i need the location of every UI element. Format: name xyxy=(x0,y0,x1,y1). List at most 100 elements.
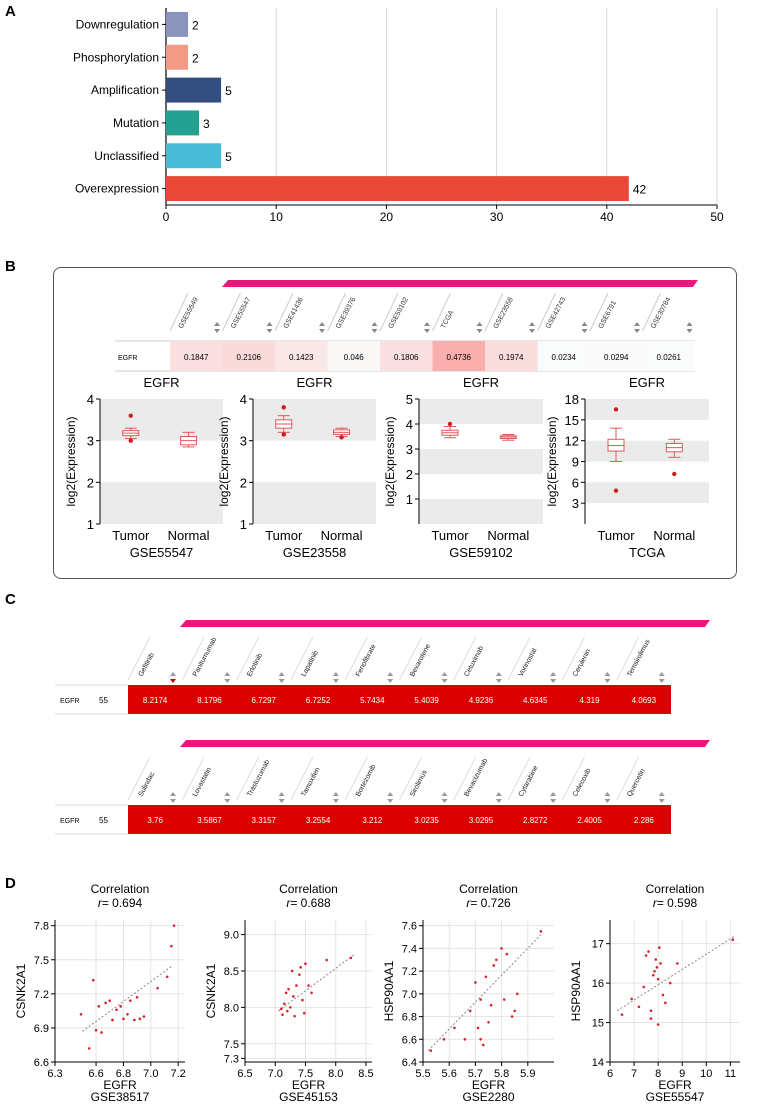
scatter-point xyxy=(479,1037,482,1041)
x-category-label: Tumor xyxy=(431,528,469,543)
sort-up-icon xyxy=(424,322,430,326)
y-tick-label: 7.2 xyxy=(34,989,49,1001)
x-tick-label: 7.0 xyxy=(268,1068,283,1080)
scatter-point xyxy=(286,1009,289,1013)
plot-title: Correlation xyxy=(279,882,338,896)
bar-value-label: 42 xyxy=(633,183,647,197)
y-tick-label: 8.0 xyxy=(224,1002,239,1014)
x-tick-label: 7.0 xyxy=(143,1068,158,1080)
scatter-point xyxy=(299,966,302,969)
heat-cell xyxy=(642,341,695,371)
sort-down-icon xyxy=(371,329,378,333)
grid-band xyxy=(585,482,709,504)
drug-name-label: Vorinostat xyxy=(518,647,539,678)
drug-score-value: 3.0235 xyxy=(414,816,439,825)
x-tick-label: 5.8 xyxy=(494,1068,509,1080)
dataset-label: GSE38517 xyxy=(91,1090,150,1103)
drug-name-label: Bevacizumab xyxy=(463,757,489,797)
column-divider xyxy=(616,756,640,801)
column-divider xyxy=(453,636,477,681)
scatter-point xyxy=(539,930,543,933)
r-value: = 0.688 xyxy=(290,896,331,910)
heat-value: 0.2106 xyxy=(237,353,262,362)
heat-value: 0.046 xyxy=(344,353,365,362)
sort-up-icon xyxy=(604,792,611,796)
column-divider xyxy=(507,636,531,681)
drug-name-label: Cetuximab xyxy=(463,645,485,678)
scatter-point xyxy=(502,998,506,1001)
scatter-point xyxy=(659,962,662,965)
drug-score-value: 5.4039 xyxy=(414,696,439,705)
scatter-point xyxy=(295,984,298,987)
y-tick-label: 7.0 xyxy=(402,989,417,1001)
x-tick-label: 5.5 xyxy=(415,1068,430,1080)
sort-up-icon xyxy=(634,322,640,326)
y-tick-label: 1 xyxy=(240,517,247,532)
sort-up-icon xyxy=(319,322,325,326)
scatter-point xyxy=(442,1037,446,1041)
scatter-point xyxy=(293,1014,296,1018)
r-symbol: r xyxy=(653,896,658,910)
sort-up-icon xyxy=(387,792,394,796)
y-tick-label: 6.8 xyxy=(402,1012,417,1024)
dataset-label: GSE59102 xyxy=(449,545,513,560)
drug-name-label: Cerulenin xyxy=(572,648,592,678)
dataset-label: GSE23558 xyxy=(283,545,347,560)
heat-value: 0.0294 xyxy=(604,353,629,362)
correlation-label: r= 0.694 xyxy=(98,896,143,910)
sort-up-icon xyxy=(658,672,665,676)
count-label: 55 xyxy=(99,816,108,825)
sort-down-icon xyxy=(495,679,502,683)
y-tick-label: 7.3 xyxy=(224,1053,239,1065)
y-tick-label: 6 xyxy=(572,475,579,490)
sort-down-icon xyxy=(387,679,394,683)
drug-score-value: 3.212 xyxy=(362,816,383,825)
column-label: GSE41436 xyxy=(283,296,305,330)
column-divider xyxy=(399,636,422,681)
y-tick-label: 7.8 xyxy=(34,921,49,933)
x-tick-label: 6.5 xyxy=(237,1068,252,1080)
sort-down-icon xyxy=(214,329,220,333)
panel-b-heatmap: EGFR 0.1847 GSE55549 0.2106 GSE55547 0.1423 GS… xyxy=(115,280,698,372)
y-tick-label: 6.6 xyxy=(402,1034,417,1046)
scatter-point xyxy=(653,969,656,973)
scatter-point xyxy=(287,987,290,991)
x-tick-label: 6 xyxy=(607,1068,613,1080)
y-tick-label: 9 xyxy=(572,455,579,470)
category-label: Phosphorylation xyxy=(73,50,159,64)
grid-band xyxy=(585,399,709,420)
y-tick-label: 7.4 xyxy=(402,943,417,955)
scatter-point xyxy=(304,962,307,965)
category-label: Downregulation xyxy=(76,17,159,31)
heat-cell xyxy=(275,341,328,371)
x-category-label: Tumor xyxy=(597,528,635,543)
scatter-point xyxy=(172,924,176,927)
bar xyxy=(166,110,200,136)
x-tick-label: 7.2 xyxy=(171,1068,186,1080)
column-divider xyxy=(484,292,504,332)
sort-up-icon xyxy=(476,322,483,326)
panel-label-a: A xyxy=(5,3,16,20)
sort-up-icon xyxy=(529,322,535,326)
grid-band xyxy=(419,499,543,524)
sort-up-icon xyxy=(495,792,502,796)
sort-up-icon xyxy=(224,672,231,676)
x-tick-label: 8.0 xyxy=(328,1068,343,1080)
sort-down-icon xyxy=(604,679,611,683)
scatter-point xyxy=(500,947,503,950)
scatter-point xyxy=(495,958,498,962)
x-tick-label: 10 xyxy=(700,1068,712,1080)
sort-up-icon xyxy=(581,322,588,326)
scatter-point xyxy=(647,950,650,953)
column-divider xyxy=(432,292,451,332)
scatter-point xyxy=(289,1006,292,1009)
drug-score-value: 8.1796 xyxy=(197,696,222,705)
dataset-label: GSE45153 xyxy=(279,1090,338,1103)
sort-down-icon xyxy=(278,679,285,683)
x-tick-label: 5.9 xyxy=(520,1068,535,1080)
scatter-point xyxy=(661,993,665,997)
sort-up-icon xyxy=(224,792,231,796)
sort-down-icon xyxy=(550,799,557,803)
scatter-point xyxy=(115,1008,118,1012)
scatter-point xyxy=(492,964,496,967)
